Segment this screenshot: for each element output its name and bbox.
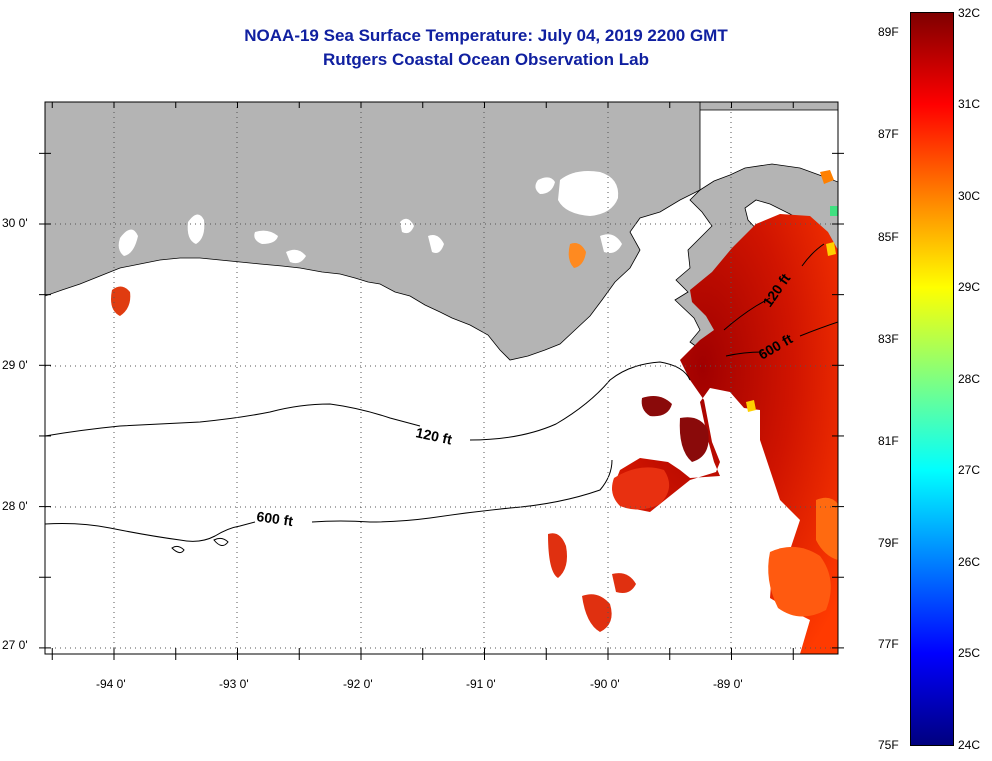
axis-ticks <box>39 102 844 660</box>
latitude-label: 30 0' <box>2 216 28 230</box>
isobath-120ft <box>723 243 825 331</box>
longitude-label: -90 0' <box>590 677 620 691</box>
map-subtitle: Rutgers Coastal Ocean Observation Lab <box>323 50 649 69</box>
lake <box>660 216 697 248</box>
lake <box>118 229 138 256</box>
colorbar-c-label: 25C <box>958 646 981 660</box>
longitude-label: -93 0' <box>219 677 249 691</box>
map-frame <box>44 101 839 655</box>
lake <box>535 177 555 194</box>
sst-warm-region <box>826 242 836 256</box>
latitude-label: 29 0' <box>2 358 28 372</box>
longitude-label: -91 0' <box>466 677 496 691</box>
sst-warm-region <box>641 396 672 417</box>
lake <box>187 214 205 244</box>
longitude-label: -89 0' <box>713 677 743 691</box>
colorbar-f-label: 87F <box>878 127 899 141</box>
sst-warm-region <box>816 497 838 560</box>
lake <box>600 234 622 253</box>
colorbar-f-label: 85F <box>878 230 899 244</box>
colorbar-c-label: 29C <box>958 280 981 294</box>
map-title: NOAA-19 Sea Surface Temperature: July 04… <box>244 26 728 45</box>
sst-warm-region <box>612 573 636 593</box>
isobath-600ft <box>725 321 838 357</box>
colorbar-f-label: 81F <box>878 434 899 448</box>
longitude-label: -94 0' <box>96 677 126 691</box>
longitude-label: -92 0' <box>343 677 373 691</box>
colorbar-f-label: 89F <box>878 25 899 39</box>
colorbar-c-label: 24C <box>958 738 981 752</box>
colorbar-c-label: 28C <box>958 372 981 386</box>
colorbar-c-label: 26C <box>958 555 981 569</box>
isobath-600ft <box>45 459 613 542</box>
contour-label: 120 ft <box>414 424 453 447</box>
latitude-label: 28 0' <box>2 499 28 513</box>
latitude-label: 27 0' <box>2 638 28 652</box>
graticule <box>45 102 838 654</box>
sst-warm-region <box>746 400 756 412</box>
lake <box>428 235 444 253</box>
isobath-120ft <box>45 361 691 441</box>
sst-warm-region <box>820 170 834 184</box>
lake <box>400 218 414 234</box>
isobath-600ft <box>171 537 229 554</box>
sst-warm-region <box>582 594 612 632</box>
land-area <box>45 102 701 361</box>
sst-warm-region <box>768 546 831 617</box>
sst-warm-region <box>568 243 586 268</box>
lake <box>286 249 306 264</box>
colorbar-f-label: 75F <box>878 738 899 752</box>
sst-warm-region <box>111 286 131 316</box>
sst-warm-region <box>830 206 838 216</box>
colorbar-c-label: 27C <box>958 463 981 477</box>
contour-label: 600 ft <box>256 508 295 529</box>
colorbar-f-label: 83F <box>878 332 899 346</box>
colorbar-c-label: 30C <box>958 189 981 203</box>
colorbar-f-label: 77F <box>878 637 899 651</box>
sst-warm-region <box>612 467 670 510</box>
sst-warm-region <box>679 417 709 462</box>
colorbar-c-label: 31C <box>958 97 981 111</box>
sst-warm-region <box>612 214 838 654</box>
colorbar <box>910 12 954 746</box>
colorbar-f-label: 79F <box>878 536 899 550</box>
lake <box>254 230 278 244</box>
lake <box>558 171 619 216</box>
sst-warm-region <box>548 533 567 578</box>
land-area <box>45 102 838 359</box>
colorbar-c-label: 32C <box>958 6 981 20</box>
